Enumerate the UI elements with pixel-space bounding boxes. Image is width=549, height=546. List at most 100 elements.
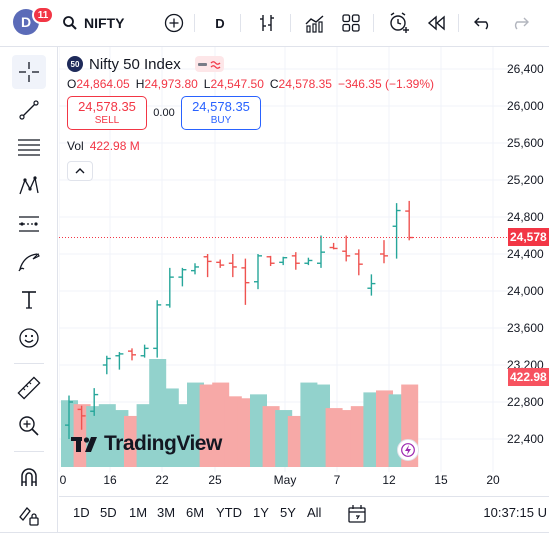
symbol-search-button[interactable]: NIFTY [62, 8, 172, 38]
redo-icon [514, 17, 529, 30]
toolbar-divider [14, 451, 44, 452]
sell-label: SELL [94, 114, 120, 126]
time-axis-label: 22 [155, 473, 169, 487]
layouts-button[interactable] [337, 8, 365, 38]
range-button-ytd[interactable]: YTD [216, 505, 242, 520]
magnet-icon [21, 468, 37, 486]
price-axis-label: 26,000 [507, 99, 544, 113]
ruler-icon [17, 376, 41, 400]
emoji-tool[interactable] [12, 321, 46, 355]
add-symbol-icon [164, 13, 184, 33]
range-button-6m[interactable]: 6M [186, 505, 205, 520]
magnet-tool[interactable] [12, 460, 46, 494]
delayed-data-icon [210, 60, 221, 69]
brush-tool[interactable] [12, 245, 46, 279]
time-axis-label: 25 [208, 473, 222, 487]
zoom-tool[interactable] [12, 409, 46, 443]
forecast-tool[interactable] [12, 207, 46, 241]
time-axis-label: 20 [486, 473, 500, 487]
search-icon [63, 16, 77, 30]
last-price-tag: 24,578 [508, 228, 549, 246]
price-axis-label: 25,600 [507, 136, 544, 150]
trendline-icon [19, 100, 39, 120]
replay-icon [427, 15, 445, 31]
volume-legend[interactable]: Vol 422.98 M [67, 139, 140, 153]
trade-buttons: 24,578.35 SELL 0.00 24,578.35 BUY [67, 96, 261, 130]
range-button-5d[interactable]: 5D [100, 505, 117, 520]
bottom-panel-strip [0, 532, 549, 546]
lightning-icon[interactable] [397, 439, 419, 461]
alert-button[interactable] [385, 8, 413, 38]
drawing-toolbar [0, 47, 58, 546]
text-icon [22, 291, 36, 309]
add-symbol-button[interactable] [160, 8, 188, 38]
pattern-icon [19, 175, 39, 195]
clock-timezone[interactable]: 10:37:15 U [483, 505, 547, 520]
close-key: C [269, 77, 279, 91]
fib-icon [18, 139, 40, 156]
high-key: H [135, 77, 145, 91]
price-axis-label: 22,800 [507, 395, 544, 409]
undo-button[interactable] [469, 8, 497, 38]
notification-badge: 11 [32, 6, 54, 24]
time-axis-label: 16 [103, 473, 117, 487]
open-key: O [67, 77, 77, 91]
undo-icon [474, 17, 489, 30]
chart-legend: 50 Nifty 50 Index O24,864.05 H24,973.80 … [67, 55, 434, 91]
goto-date-button[interactable] [346, 503, 368, 530]
trendline-tool[interactable] [12, 93, 46, 127]
sell-price: 24,578.35 [78, 99, 136, 115]
indicators-icon [305, 15, 324, 33]
volume-tag: 422.98 [508, 368, 549, 386]
range-button-1m[interactable]: 1M [129, 505, 148, 520]
symbol-name: NIFTY [84, 15, 125, 31]
replay-button[interactable] [423, 8, 451, 38]
low-value: 24,547.50 [210, 77, 264, 91]
crosshair-tool[interactable] [12, 55, 46, 89]
text-tool[interactable] [12, 283, 46, 317]
indicators-button[interactable] [301, 8, 329, 38]
buy-button[interactable]: 24,578.35 BUY [181, 96, 261, 130]
range-button-all[interactable]: All [307, 505, 322, 520]
fib-tool[interactable] [12, 131, 46, 165]
price-axis-label: 24,400 [507, 247, 544, 261]
price-axis-label: 26,400 [507, 62, 544, 76]
toolbar-divider [458, 14, 459, 32]
change-value: −346.35 (−1.39%) [337, 77, 435, 91]
interval-button[interactable]: D [215, 15, 225, 31]
crosshair-icon [19, 62, 39, 82]
price-axis-label: 24,000 [507, 284, 544, 298]
layouts-icon [342, 14, 360, 32]
toolbar-divider [194, 14, 195, 32]
range-button-3m[interactable]: 3M [157, 505, 176, 520]
emoji-icon [19, 328, 39, 348]
alert-icon [390, 12, 409, 33]
chart-type-button[interactable] [253, 8, 281, 38]
redo-button[interactable] [506, 8, 534, 38]
lock-drawing-tool[interactable] [12, 499, 46, 533]
high-value: 24,973.80 [144, 77, 198, 91]
symbol-logo: 50 [67, 56, 83, 72]
ruler-tool[interactable] [12, 371, 46, 405]
sell-button[interactable]: 24,578.35 SELL [67, 96, 147, 130]
close-value: 24,578.35 [278, 77, 332, 91]
legend-status-pill[interactable] [194, 56, 224, 72]
time-axis-label: 7 [333, 473, 341, 487]
chevron-up-icon [75, 168, 85, 174]
candle-type-icon [260, 15, 274, 31]
tradingview-watermark: TradingView [70, 432, 222, 456]
pattern-tool[interactable] [12, 169, 46, 203]
collapse-legend-button[interactable] [67, 161, 93, 181]
range-button-1y[interactable]: 1Y [253, 505, 269, 520]
range-button-5y[interactable]: 5Y [280, 505, 296, 520]
brush-icon [18, 252, 40, 272]
low-key: L [203, 77, 211, 91]
price-axis-label: 24,800 [507, 210, 544, 224]
volume-label: Vol [67, 139, 84, 153]
watermark-text: TradingView [104, 432, 222, 455]
range-button-1d[interactable]: 1D [73, 505, 90, 520]
symbol-title[interactable]: Nifty 50 Index [89, 55, 181, 73]
top-toolbar: D 11 NIFTY D [0, 0, 549, 47]
chart-pane[interactable]: 50 Nifty 50 Index O24,864.05 H24,973.80 … [59, 47, 549, 496]
price-chart[interactable] [59, 47, 549, 496]
